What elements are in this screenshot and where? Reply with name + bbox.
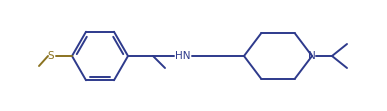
Text: N: N	[308, 51, 316, 61]
Text: S: S	[48, 51, 54, 61]
Text: HN: HN	[175, 51, 191, 61]
